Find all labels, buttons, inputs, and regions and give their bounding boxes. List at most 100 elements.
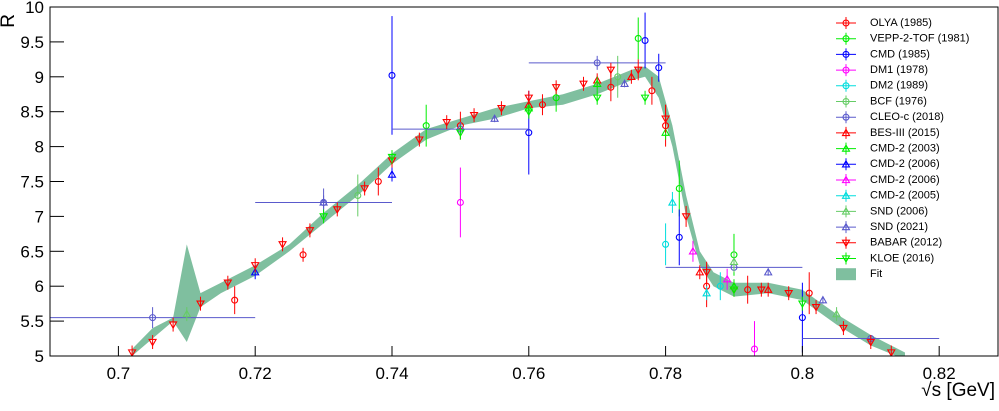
marker: [551, 84, 561, 92]
marker: [456, 198, 464, 206]
y-tick-label: 9.5: [20, 33, 44, 52]
marker: [688, 246, 698, 255]
marker: [414, 136, 424, 145]
marker: [442, 118, 452, 127]
marker: [841, 191, 851, 199]
marker: [702, 288, 712, 297]
x-tick-label: 0.7: [107, 364, 131, 383]
marker: [640, 94, 650, 103]
marker: [524, 94, 534, 103]
marker: [886, 349, 896, 356]
legend-label: CLEO-c (2018): [870, 111, 944, 123]
marker: [729, 257, 739, 265]
marker: [675, 233, 683, 241]
marker: [695, 267, 705, 276]
marker: [722, 274, 732, 283]
marker: [168, 321, 178, 330]
legend-label: CMD-2 (2006): [870, 174, 940, 186]
marker: [196, 300, 205, 309]
marker: [842, 35, 850, 43]
marker: [319, 213, 329, 222]
y-tick-label: 8: [35, 138, 44, 157]
marker: [614, 73, 622, 81]
marker: [525, 129, 533, 137]
marker: [127, 349, 137, 356]
marker: [634, 34, 642, 42]
y-tick-label: 9: [35, 68, 44, 87]
marker: [524, 108, 534, 117]
legend-label: SND (2006): [870, 205, 928, 217]
legend-label: CMD-2 (2005): [870, 190, 940, 202]
marker: [607, 83, 615, 91]
marker: [784, 290, 794, 298]
y-tick-label: 7: [35, 207, 44, 226]
x-tick-label: 0.72: [239, 364, 272, 383]
marker: [552, 94, 560, 102]
marker: [305, 227, 315, 235]
legend-label: Fit: [870, 268, 882, 280]
x-tick-label: 0.74: [375, 364, 408, 383]
marker: [838, 324, 848, 333]
marker: [842, 82, 850, 90]
marker: [387, 153, 397, 162]
marker: [469, 112, 479, 120]
marker: [763, 267, 773, 276]
legend-label: DM1 (1978): [870, 64, 928, 76]
y-tick-label: 5: [35, 347, 44, 366]
legend-label: OLYA (1985): [870, 17, 932, 29]
marker: [299, 251, 307, 259]
marker: [841, 222, 851, 231]
x-tick-label: 0.78: [649, 364, 682, 383]
marker: [841, 255, 851, 264]
marker: [592, 94, 602, 103]
marker: [360, 185, 370, 194]
marker: [841, 206, 851, 215]
marker: [681, 213, 691, 222]
legend-label: SND (2021): [870, 221, 928, 233]
marker: [811, 303, 821, 312]
marker: [606, 66, 616, 75]
y-tick-label: 6: [35, 277, 44, 296]
marker: [620, 79, 629, 87]
legend-label: DM2 (1989): [870, 80, 928, 92]
marker: [841, 239, 851, 248]
marker: [756, 286, 766, 295]
marker: [223, 279, 233, 288]
fit-band: [132, 66, 905, 356]
marker: [729, 286, 739, 295]
legend-label: CMD (1985): [870, 48, 930, 60]
marker: [667, 197, 677, 206]
marker: [842, 66, 850, 74]
marker: [798, 314, 806, 322]
marker: [490, 114, 500, 122]
marker: [818, 295, 828, 304]
marker: [702, 269, 712, 277]
points-layer: [50, 12, 940, 356]
marker: [655, 64, 663, 72]
marker: [841, 143, 851, 152]
y-tick-label: 6.5: [20, 242, 44, 261]
marker: [332, 206, 342, 215]
y-axis-title: R: [0, 14, 19, 28]
marker: [841, 128, 851, 137]
marker: [648, 87, 656, 95]
marker: [231, 296, 239, 304]
marker: [250, 267, 260, 276]
x-axis-title: √s [GeV]: [921, 380, 995, 401]
marker: [842, 97, 850, 106]
marker: [633, 66, 643, 75]
marker: [387, 169, 397, 178]
marker: [579, 80, 588, 89]
axes-layer: 5 5.5 6 6.5 7 7.5 8 8.5 9 9.5 10 0.7 0.72 0.74 0.76 0.7…: [20, 0, 999, 383]
fit-layer: [132, 66, 905, 356]
marker: [148, 338, 158, 347]
marker: [149, 314, 157, 322]
marker: [455, 129, 465, 138]
legend-label: BABAR (2012): [870, 237, 942, 249]
marker: [661, 128, 671, 136]
y-tick-label: 8.5: [20, 103, 44, 122]
marker: [805, 289, 813, 297]
marker: [842, 50, 850, 58]
